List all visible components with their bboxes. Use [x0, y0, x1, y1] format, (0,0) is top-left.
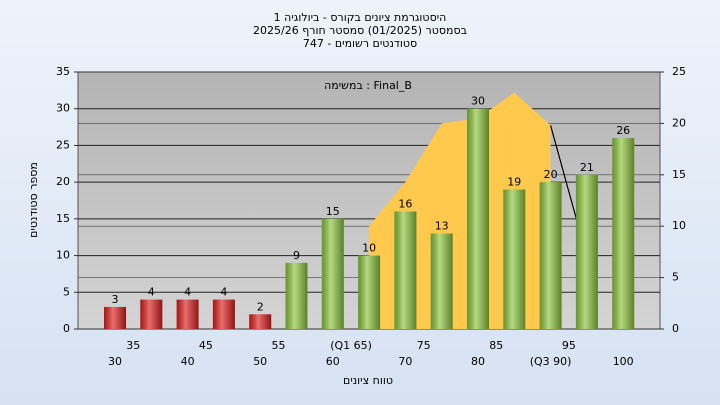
x-tick-label: (Q3 90) — [530, 355, 572, 368]
value-label: 19 — [507, 175, 521, 188]
x-tick-label: 70 — [398, 355, 412, 368]
bar-shade — [176, 299, 199, 329]
value-label: 20 — [544, 168, 558, 181]
x-tick-label: 100 — [613, 355, 634, 368]
value-label: 2 — [257, 300, 264, 313]
chart-subtitle: בסמסטר (01/2025) סמסטר חורף 2025/26 — [253, 24, 467, 37]
x-tick-label: 35 — [126, 339, 140, 352]
x-tick-label: 95 — [562, 339, 576, 352]
x-tick-label: 50 — [253, 355, 267, 368]
bar-shade — [249, 314, 272, 329]
x-tick-label: 30 — [108, 355, 122, 368]
y2-tick-label: 0 — [672, 322, 679, 335]
bar-shade — [285, 262, 308, 329]
y-tick-label: 30 — [56, 102, 70, 115]
x-tick-label: 80 — [471, 355, 485, 368]
y-tick-label: 15 — [56, 212, 70, 225]
x-tick-label: 40 — [181, 355, 195, 368]
y2-tick-label: 5 — [672, 271, 679, 284]
y-tick-label: 0 — [63, 322, 70, 335]
chart-title: היסטוגרמת ציונים בקורס - ביולוגיה 1 — [274, 11, 447, 24]
bar-shade — [539, 182, 562, 329]
bar-shade — [321, 218, 344, 329]
x-tick-label: 55 — [272, 339, 286, 352]
bar-shade — [467, 108, 489, 329]
y-tick-label: 20 — [56, 175, 70, 188]
value-label: 4 — [220, 286, 227, 299]
bar-shade — [612, 138, 635, 329]
x-tick-label: (Q1 65) — [330, 339, 372, 352]
bar-shade — [140, 299, 163, 329]
x-axis-label: טווח ציונים — [343, 374, 393, 387]
value-label: 4 — [184, 286, 191, 299]
value-label: 9 — [293, 249, 300, 262]
x-tick-label: 85 — [489, 339, 503, 352]
value-label: 3 — [112, 293, 119, 306]
value-label: 4 — [148, 286, 155, 299]
annotation: Final_B : במשימה — [324, 79, 412, 92]
bar-shade — [394, 211, 417, 329]
y2-tick-label: 15 — [672, 168, 686, 181]
y-tick-label: 25 — [56, 138, 70, 151]
y-tick-label: 5 — [63, 285, 70, 298]
x-tick-label: 75 — [417, 339, 431, 352]
bar-shade — [430, 233, 453, 329]
bar-shade — [212, 299, 235, 329]
value-label: 30 — [471, 95, 485, 108]
bar-shade — [358, 255, 381, 329]
y-tick-label: 10 — [56, 249, 70, 262]
y2-tick-label: 25 — [672, 65, 686, 78]
value-label: 26 — [616, 124, 630, 137]
x-tick-label: 45 — [199, 339, 213, 352]
bar-shade — [104, 306, 126, 329]
value-label: 15 — [326, 205, 340, 218]
value-label: 13 — [435, 220, 449, 233]
y2-tick-label: 20 — [672, 116, 686, 129]
bar-shade — [503, 189, 526, 329]
x-tick-label: 60 — [326, 355, 340, 368]
chart-subtitle: סטודנטים רשומים - 747 — [303, 37, 417, 50]
value-label: 10 — [362, 242, 376, 255]
value-label: 21 — [580, 161, 594, 174]
bar-shade — [575, 174, 598, 329]
y-tick-label: 35 — [56, 65, 70, 78]
y2-tick-label: 10 — [672, 219, 686, 232]
value-label: 16 — [398, 198, 412, 211]
y-axis-label: מספר סטודנטים — [27, 162, 40, 238]
